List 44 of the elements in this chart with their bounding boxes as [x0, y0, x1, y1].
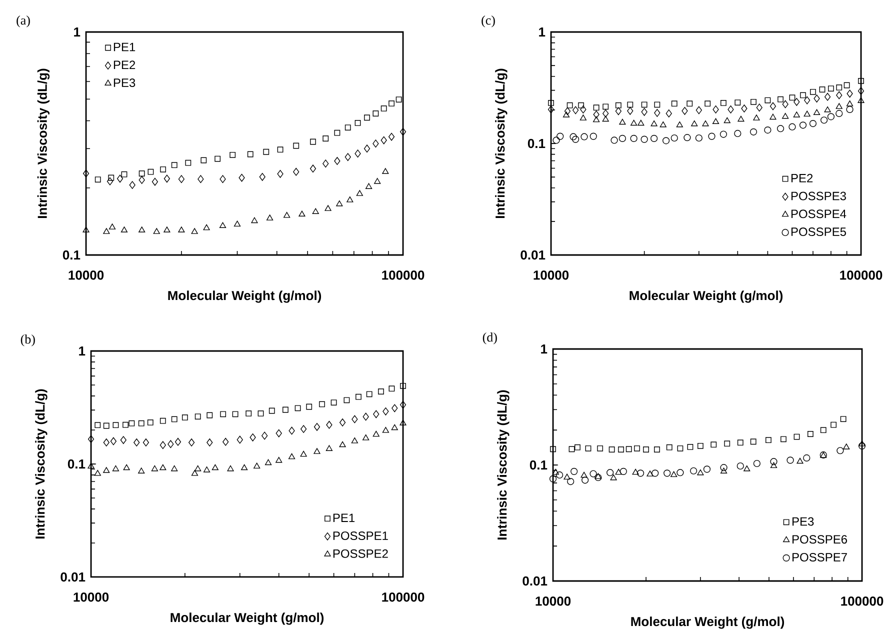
legend-label: POSSPE3 [791, 192, 846, 200]
x-tick-label: 100000 [840, 270, 882, 280]
x-axis-title: Molecular Weight (g/mol) [631, 616, 784, 629]
y-tick-label: 0.01 [520, 250, 546, 260]
x-tick-label: 10000 [74, 592, 109, 602]
legend-label: POSSPE7 [792, 552, 847, 562]
chart-title: (c) [482, 16, 495, 28]
y-axis-title: Intrinsic Viscosity (dL/g) [497, 390, 510, 540]
y-tick-label: 0.1 [528, 138, 546, 148]
y-tick-label: 1 [79, 346, 86, 356]
x-tick-label: 10000 [536, 596, 571, 606]
x-axis-title: Molecular Weight (g/mol) [170, 612, 324, 625]
y-tick-label: 1 [74, 28, 80, 36]
legend-label: PE3 [114, 78, 136, 88]
x-tick-label: 10000 [534, 270, 569, 280]
legend-label: PE1 [114, 42, 136, 52]
x-tick-label: 100000 [841, 596, 884, 606]
chart-title: (a) [16, 16, 30, 28]
y-tick-label: 0.01 [522, 576, 548, 586]
legend-label: PE3 [792, 517, 814, 526]
y-tick-label: 1 [541, 344, 548, 354]
legend-label: POSSPE5 [791, 228, 846, 236]
x-axis-title: Molecular Weight (g/mol) [168, 290, 322, 303]
y-axis-title: Intrinsic Viscosity (dL/g) [37, 68, 50, 218]
y-tick-label: 0.1 [68, 459, 86, 469]
legend-label: PE2 [114, 60, 136, 70]
y-tick-label: 0.01 [60, 572, 86, 582]
legend-label: POSSPE1 [333, 531, 388, 540]
y-axis-title: Intrinsic Viscosity (dL/g) [495, 68, 508, 218]
x-tick-label: 10000 [68, 270, 104, 280]
legend-label: PE1 [333, 514, 355, 522]
x-tick-label: 100000 [382, 592, 424, 602]
legend-label: POSSPE2 [333, 549, 388, 558]
y-tick-label: 0.1 [530, 460, 548, 470]
legend-label: PE2 [791, 174, 813, 182]
x-tick-label: 100000 [382, 270, 424, 280]
chart-title: (b) [20, 334, 35, 346]
legend-label: POSSPE4 [791, 210, 846, 218]
y-axis-title: Intrinsic Viscosity (dL/g) [35, 389, 48, 538]
x-axis-title: Molecular Weight (g/mol) [630, 290, 783, 303]
chart-title: (d) [482, 332, 497, 344]
y-tick-label: 1 [539, 28, 546, 36]
legend-label: POSSPE6 [792, 535, 848, 544]
y-tick-label: 0.1 [62, 250, 80, 260]
